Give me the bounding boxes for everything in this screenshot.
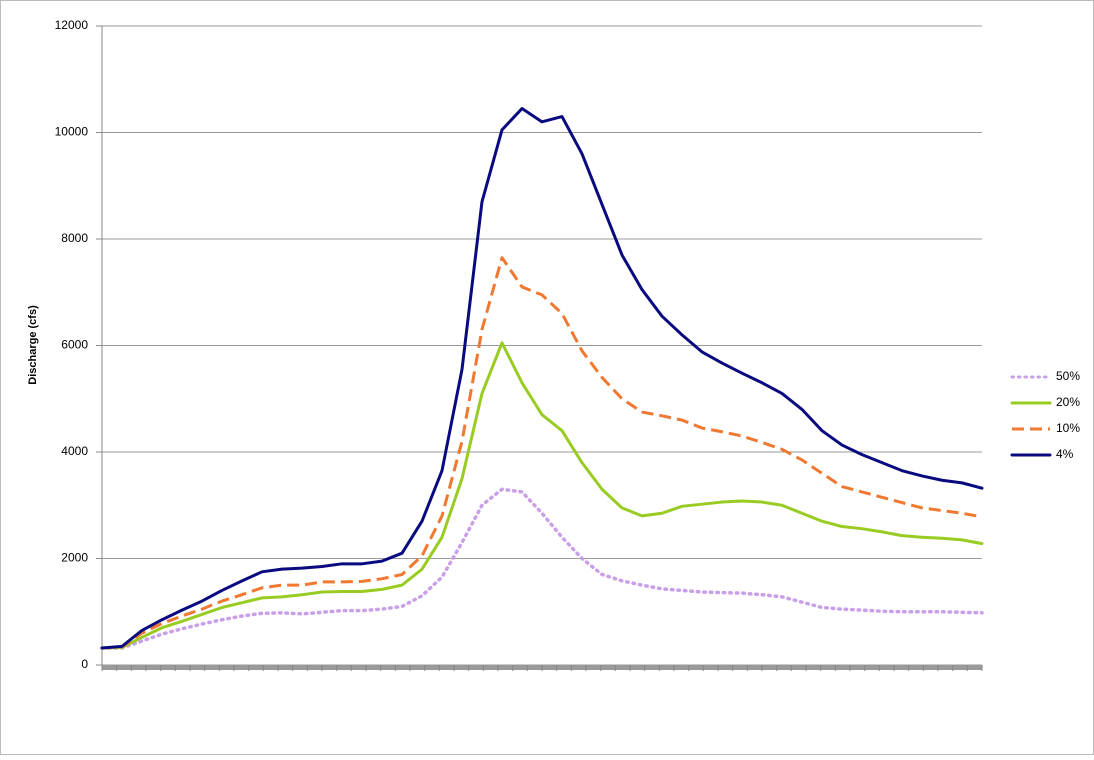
series-line — [100, 487, 984, 650]
series-line — [100, 107, 984, 650]
y-tick-label: 0 — [81, 657, 88, 671]
series-line — [100, 341, 984, 650]
y-tick-label: 8000 — [61, 231, 88, 245]
y-tick-label: 10000 — [55, 125, 89, 139]
legend-label: 50% — [1056, 369, 1080, 383]
series-line — [101, 256, 983, 650]
y-tick-label: 4000 — [61, 444, 88, 458]
y-tick-label: 6000 — [61, 338, 88, 352]
y-tick-label: 2000 — [61, 551, 88, 565]
legend-label: 4% — [1056, 447, 1074, 461]
y-tick-label: 12000 — [55, 18, 89, 32]
y-axis-title: Discharge (cfs) — [27, 305, 39, 385]
legend-label: 20% — [1056, 395, 1080, 409]
legend-label: 10% — [1056, 421, 1080, 435]
